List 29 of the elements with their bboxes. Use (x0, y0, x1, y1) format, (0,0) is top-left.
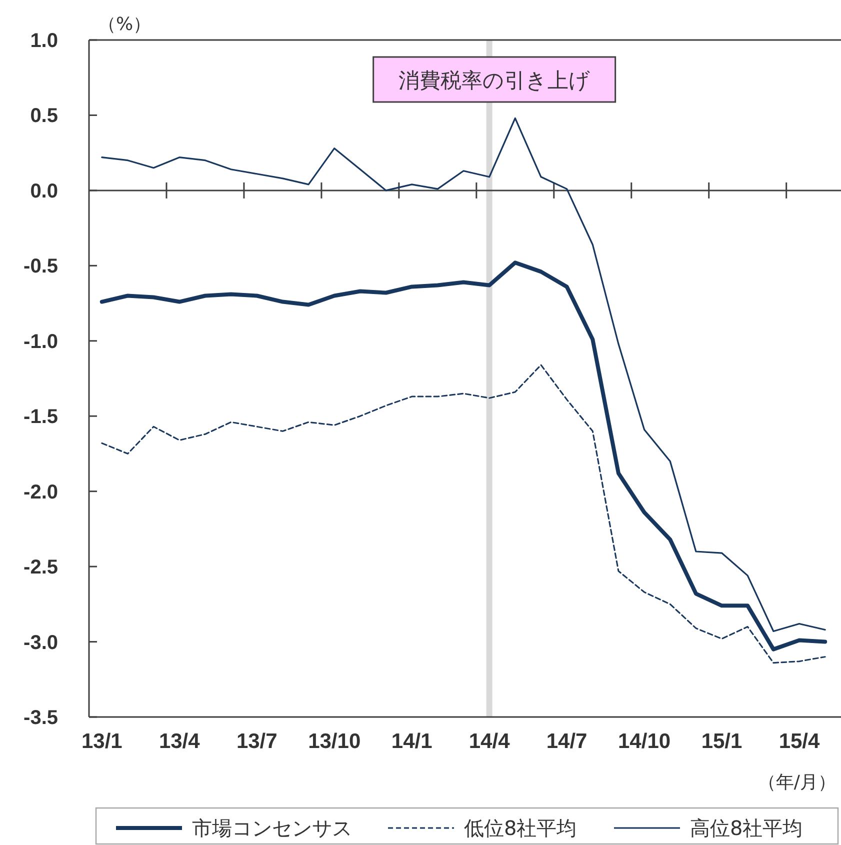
x-tick-label: 13/1 (81, 730, 123, 753)
x-tick-label: 14/7 (546, 730, 588, 753)
line-series (101, 117, 826, 632)
y-tick-label: -3.0 (24, 632, 58, 654)
y-tick-label: -1.5 (24, 406, 58, 428)
y-tick-label: -3.5 (24, 707, 58, 729)
ref-line-label: 消費税率の引き上げ (398, 68, 590, 92)
x-tick-label: 15/4 (778, 730, 820, 753)
x-tick-label: 13/4 (158, 730, 200, 753)
y-tick-label: -0.5 (24, 256, 58, 278)
y-tick-label: 1.0 (30, 30, 58, 52)
legend-label: 高位8社平均 (690, 816, 803, 840)
x-axis-title: （年/月） (758, 772, 836, 793)
y-tick-label: -1.0 (24, 330, 58, 353)
x-tick-label: 13/10 (308, 730, 361, 753)
x-tick-label: 13/7 (236, 730, 278, 753)
x-tick-label: 14/10 (618, 730, 671, 753)
legend-label: 低位8社平均 (464, 816, 577, 840)
y-tick-label: 0.0 (30, 180, 58, 202)
line-series (100, 260, 828, 652)
y-tick-label: -2.5 (24, 556, 58, 579)
x-tick-label: 15/1 (701, 730, 743, 753)
y-axis-title: （%） (98, 14, 152, 35)
x-tick-label: 14/1 (391, 730, 433, 753)
line-series (101, 364, 826, 664)
x-tick-label: 14/4 (468, 730, 510, 753)
legend-label: 市場コンセンサス (192, 816, 352, 840)
y-tick-label: 0.5 (30, 105, 58, 128)
y-tick-label: -2.0 (24, 481, 58, 504)
